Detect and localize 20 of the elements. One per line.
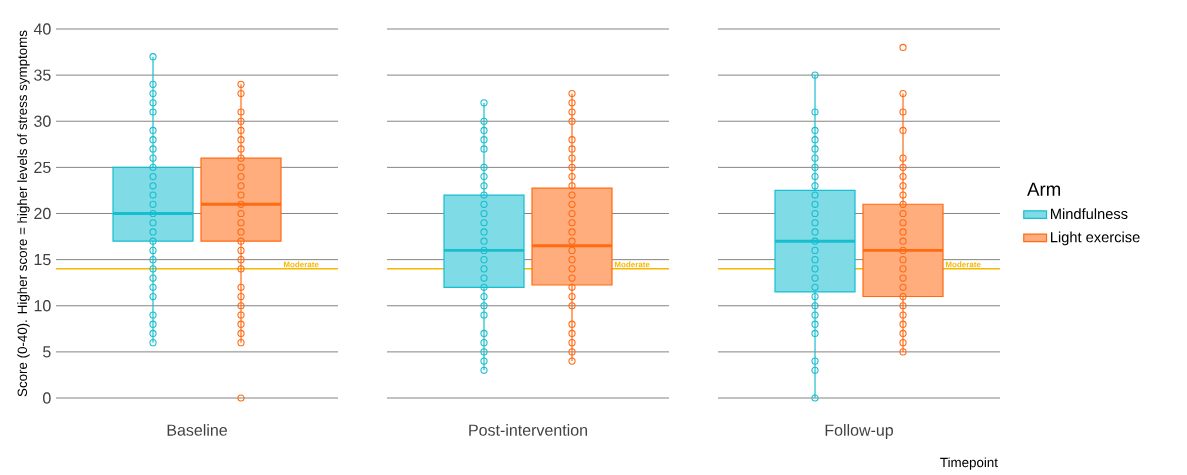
y-tick-label: 35 xyxy=(34,69,51,81)
legend-label: Mindfulness xyxy=(1051,208,1128,220)
y-tick-label: 25 xyxy=(34,161,51,174)
y-tick-label: 30 xyxy=(34,115,51,127)
y-tick-label: 20 xyxy=(34,207,51,220)
text: Moderate xyxy=(614,261,650,268)
x-axis-title: Timepoint xyxy=(940,457,998,470)
y-tick-label: 40 xyxy=(33,23,51,35)
x-tick-label: Baseline xyxy=(167,424,227,436)
x-tick-label: Post-intervention xyxy=(469,424,587,436)
y-tick-label: 5 xyxy=(43,346,51,358)
y-tick-label: 10 xyxy=(34,300,51,312)
legend-title: Arm xyxy=(1027,182,1061,196)
y-tick-label: 0 xyxy=(43,392,51,404)
y-axis-title: Score (0-40). Higher score = higher levels of stress symptoms xyxy=(17,30,30,397)
x-tick-label: Follow-up xyxy=(825,424,893,439)
text: Moderate xyxy=(945,261,981,268)
y-tick-label: 15 xyxy=(34,254,51,266)
ref-line-label: Moderate xyxy=(283,261,319,268)
legend-label: Light exercise xyxy=(1051,231,1140,246)
